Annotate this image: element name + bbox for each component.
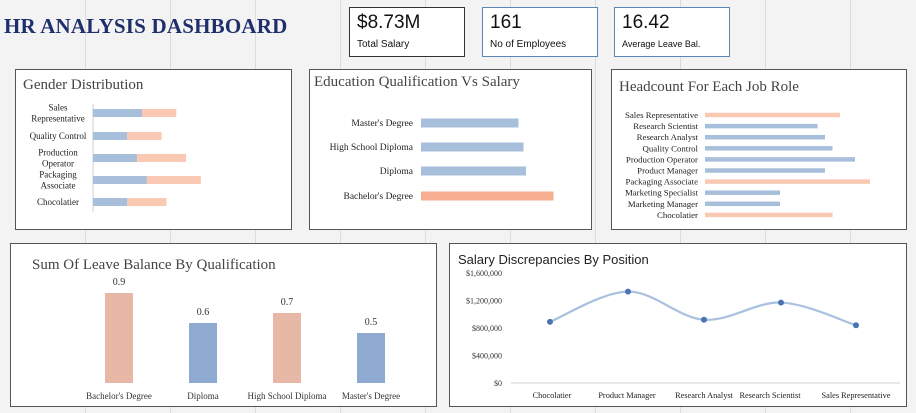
tick-label: Research Scientist [739,391,801,400]
bar [421,166,526,176]
data-point [701,316,707,323]
education-salary-card: Education Qualification Vs Salary Master… [309,69,592,230]
bar [93,198,128,206]
tick-label: $1,600,000 [466,269,502,278]
data-label: 0.5 [365,317,378,328]
bar [93,132,128,140]
kpi-label: Average Leave Bal. [622,39,701,49]
chart-title: Sum Of Leave Balance By Qualification [32,257,276,273]
tick-label: $0 [494,379,502,388]
salary-discrepancies-chart: $0 $400,000 $800,000 $1,200,000 $1,600,000 Ch… [466,269,900,400]
leave-balance-chart: 0.9 Bachelor's Degree 0.6 Diploma 0.7 High Sc… [86,277,400,401]
kpi-card-employees: 161 No of Employees [482,7,598,57]
bar [705,112,840,118]
tick-label: Research Scientist [633,121,698,131]
bar [705,201,780,207]
data-point [625,288,631,295]
chart-title: Salary Discrepancies By Position [458,252,649,267]
data-label: 0.9 [113,277,126,288]
tick-label: Marketing Manager [628,199,698,209]
data-label: 0.6 [197,307,210,318]
tick-label: Master's Degree [351,119,413,129]
tick-label: $1,200,000 [466,297,502,306]
gender-distribution-chart: Sales Representative Quality Control Produc… [30,103,201,212]
bar [137,154,187,162]
bar [142,109,177,117]
tick-label: Chocolatier [37,197,79,207]
bar [705,157,855,162]
bar [273,313,301,383]
tick-label: $800,000 [472,324,502,333]
kpi-card-leave-balance: 16.42 Average Leave Bal. [614,7,730,57]
bar [93,176,147,184]
tick-label: Research Analyst [675,391,734,400]
kpi-label: Total Salary [357,39,410,50]
dashboard-title: HR ANALYSIS DASHBOARD [4,14,288,38]
tick-label: Packaging Associate [39,170,77,191]
headcount-card: Headcount For Each Job Role Sales Repres… [611,69,907,230]
bar [705,146,833,151]
bar [705,190,780,195]
tick-label: Chocolatier [657,210,698,220]
kpi-value: $8.73M [357,12,421,33]
bar [421,142,524,152]
kpi-value: 161 [490,12,522,33]
tick-label: Quality Control [643,143,699,153]
data-point [853,322,859,329]
bar [189,323,217,383]
tick-label: Product Manager [637,166,698,176]
bar [421,191,554,201]
kpi-card-total-salary: $8.73M Total Salary [349,7,465,57]
tick-label: Chocolatier [533,391,572,400]
bar [357,333,385,383]
tick-label: $400,000 [472,352,502,361]
bar [93,154,138,162]
salary-discrepancies-card: Salary Discrepancies By Position $0 $400,… [449,243,907,407]
tick-label: Bachelor's Degree [344,192,414,202]
tick-label: Marketing Specialist [625,188,699,198]
bar [705,179,870,184]
data-label: 0.7 [281,297,294,308]
tick-label: Research Analyst [637,132,699,142]
data-point [547,318,553,325]
tick-label: Sales Representative [625,110,698,120]
tick-label: Diploma [187,391,219,401]
bar [127,198,167,206]
tick-label: Diploma [380,167,414,177]
bar [105,293,133,383]
tick-label: Quality Control [30,131,87,141]
chart-title: Gender Distribution [23,77,144,93]
tick-label: Packaging Associate [625,177,698,187]
tick-label: Production Operator [38,148,78,169]
bar [421,118,519,128]
tick-label: Bachelor's Degree [86,391,152,401]
data-point [778,299,784,306]
education-salary-chart: Master's Degree High School Diploma Diplom… [330,118,554,202]
bar [146,176,201,184]
kpi-value: 16.42 [622,12,670,33]
tick-label: Production Operator [626,154,698,164]
tick-label: Master's Degree [342,391,400,401]
chart-title: Headcount For Each Job Role [619,79,799,95]
tick-label: High School Diploma [330,143,414,153]
tick-label: High School Diploma [248,391,327,401]
sheet-gridline [595,0,596,413]
bar [705,212,833,218]
kpi-label: No of Employees [490,39,567,50]
tick-label: Sales Representative [31,103,84,124]
tick-label: Sales Representative [822,391,891,400]
bar [127,132,162,140]
bar [93,109,142,117]
tick-label: Product Manager [598,391,656,400]
chart-title: Education Qualification Vs Salary [314,74,520,90]
bar [705,134,825,140]
gender-distribution-card: Gender Distribution Sales Representative Q… [15,69,292,230]
bar [705,168,825,173]
bar [705,123,818,129]
leave-balance-card: Sum Of Leave Balance By Qualification 0.… [10,243,437,407]
